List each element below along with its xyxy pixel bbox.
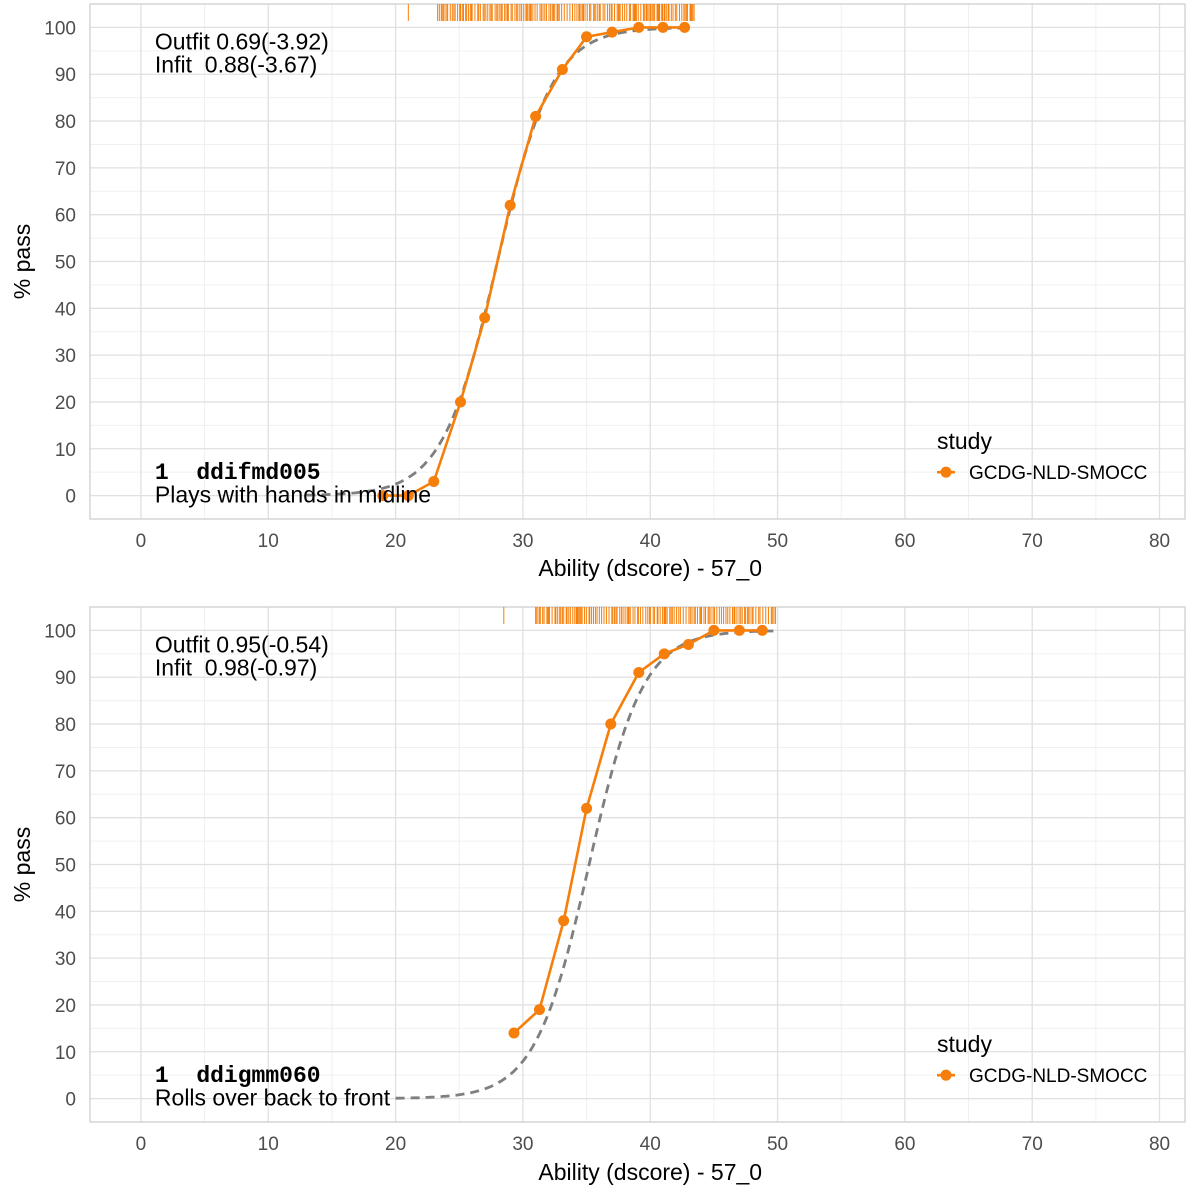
- y-axis-title: % pass: [9, 224, 35, 299]
- y-tick-label: 20: [55, 393, 76, 414]
- x-tick-label: 20: [385, 531, 406, 552]
- series-1: [377, 21, 691, 502]
- x-tick-label: 0: [136, 1134, 147, 1155]
- x-tick-label: 50: [767, 1134, 788, 1155]
- y-tick-label: 40: [55, 299, 76, 320]
- data-point: [633, 21, 645, 33]
- x-tick-label: 10: [258, 531, 279, 552]
- y-tick-label: 100: [44, 621, 76, 642]
- data-point: [633, 667, 645, 679]
- y-tick-label: 100: [44, 18, 76, 39]
- data-point: [533, 1004, 545, 1016]
- x-tick-label: 30: [512, 1134, 533, 1155]
- data-point: [658, 648, 670, 660]
- data-point: [605, 718, 617, 730]
- legend-title: study: [937, 1031, 992, 1057]
- fit-statistic: Outfit 0.69(-3.92): [155, 28, 329, 54]
- data-point: [508, 1027, 520, 1039]
- x-tick-label: 80: [1149, 531, 1170, 552]
- y-tick-label: 90: [55, 668, 76, 689]
- x-tick-label: 0: [136, 531, 147, 552]
- fit-statistic: Infit 0.98(-0.97): [155, 654, 317, 680]
- y-tick-label: 10: [55, 1043, 76, 1064]
- item-code: 1 ddigmm060: [155, 1063, 321, 1089]
- y-tick-label: 70: [55, 159, 76, 180]
- x-tick-label: 70: [1022, 1134, 1043, 1155]
- data-point: [428, 476, 440, 488]
- data-point: [402, 490, 414, 502]
- legend-label: GCDG-NLD-SMOCC: [969, 463, 1147, 484]
- data-point: [733, 624, 745, 636]
- y-tick-label: 60: [55, 809, 76, 830]
- legend-title: study: [937, 428, 992, 454]
- item-code: 1 ddifmd005: [155, 460, 321, 486]
- panel-2: 0 10 20 30 40 50 60 70 80 0 10 20 30 40 50 60 70 80 90 100 A…: [9, 606, 1186, 1185]
- data-point: [756, 624, 768, 636]
- data-point: [558, 915, 570, 927]
- x-tick-label: 40: [640, 531, 661, 552]
- y-tick-label: 0: [65, 1090, 76, 1111]
- x-tick-label: 50: [767, 531, 788, 552]
- data-point: [708, 624, 720, 636]
- model-curve: [306, 26, 689, 497]
- y-tick-label: 30: [55, 346, 76, 367]
- y-tick-label: 80: [55, 715, 76, 736]
- x-tick-label: 60: [894, 531, 915, 552]
- grid: [90, 607, 1185, 1122]
- y-tick-label: 10: [55, 440, 76, 461]
- x-axis-title: Ability (dscore) - 57_0: [538, 1159, 762, 1185]
- y-tick-label: 90: [55, 65, 76, 86]
- y-tick-label: 40: [55, 902, 76, 923]
- data-point: [581, 31, 593, 43]
- x-tick-label: 30: [512, 531, 533, 552]
- data-point: [581, 802, 593, 814]
- data-point: [556, 64, 568, 76]
- legend-key-point: [940, 1069, 952, 1081]
- data-point: [455, 396, 467, 408]
- panel-border: [89, 3, 1186, 520]
- data-point: [657, 21, 669, 33]
- x-tick-label: 60: [894, 1134, 915, 1155]
- grid: [90, 4, 1185, 519]
- data-point: [479, 312, 491, 324]
- item-label: Plays with hands in midline: [155, 482, 431, 508]
- y-tick-label: 0: [65, 487, 76, 508]
- legend: study GCDG-NLD-SMOCC: [937, 428, 1147, 484]
- fit-statistic: Outfit 0.95(-0.54): [155, 631, 329, 657]
- x-tick-label: 10: [258, 1134, 279, 1155]
- y-axis-title: % pass: [9, 827, 35, 902]
- legend-key-point: [940, 466, 952, 478]
- legend: study GCDG-NLD-SMOCC: [937, 1031, 1147, 1087]
- y-tick-label: 50: [55, 253, 76, 274]
- data-point: [606, 26, 618, 38]
- y-tick-label: 80: [55, 112, 76, 133]
- item-label: Rolls over back to front: [155, 1085, 391, 1111]
- fit-statistic: Infit 0.88(-3.67): [155, 51, 317, 77]
- x-tick-label: 40: [640, 1134, 661, 1155]
- data-point: [377, 490, 389, 502]
- x-axis-title: Ability (dscore) - 57_0: [538, 555, 762, 581]
- model-curve: [395, 629, 778, 1100]
- series-line: [513, 629, 763, 1034]
- panel-1: 0 10 20 30 40 50 60 70 80 0 10 20 30 40 50 60 70 80 90 100 A…: [9, 3, 1186, 581]
- data-point: [679, 21, 691, 33]
- legend-label: GCDG-NLD-SMOCC: [969, 1066, 1147, 1087]
- y-tick-label: 50: [55, 856, 76, 877]
- y-tick-label: 70: [55, 762, 76, 783]
- data-point: [682, 638, 694, 650]
- data-point: [504, 199, 516, 211]
- rug: [503, 607, 776, 624]
- y-tick-label: 30: [55, 949, 76, 970]
- x-tick-label: 70: [1022, 531, 1043, 552]
- series-1: [508, 624, 768, 1039]
- x-tick-label: 80: [1149, 1134, 1170, 1155]
- rug: [407, 4, 695, 21]
- data-point: [530, 110, 542, 122]
- x-tick-label: 20: [385, 1134, 406, 1155]
- y-tick-label: 60: [55, 206, 76, 227]
- y-tick-label: 20: [55, 996, 76, 1017]
